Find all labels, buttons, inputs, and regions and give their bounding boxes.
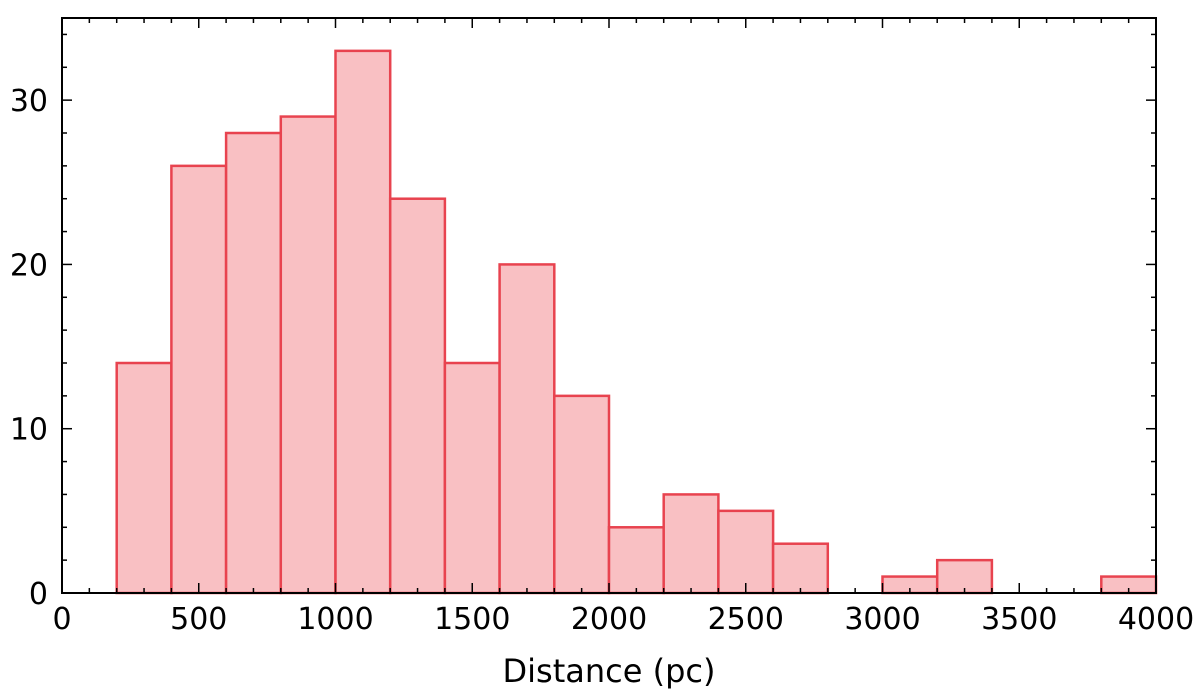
axis-tick-labels: 0 500 1000 1500 2000 2500 3000 3500 4000 0 10 20 30 <box>10 84 1194 637</box>
y-tick-label: 0 <box>29 577 48 612</box>
histogram-bar-3 <box>279 115 337 595</box>
histogram-bar-9 <box>607 526 665 595</box>
y-tick-label: 20 <box>10 248 48 283</box>
x-tick-label: 0 <box>52 602 71 637</box>
x-tick-label: 1000 <box>297 602 373 637</box>
histogram-bar-8 <box>553 394 611 595</box>
histogram-bar-7 <box>498 263 556 595</box>
x-tick-label: 3000 <box>844 602 920 637</box>
x-tick-label: 1500 <box>434 602 510 637</box>
histogram-bar-2 <box>224 131 283 595</box>
histogram-bar-0 <box>115 361 173 595</box>
y-tick-label: 10 <box>10 413 48 448</box>
x-tick-label: 4000 <box>1118 602 1194 637</box>
x-tick-label: 2500 <box>708 602 784 637</box>
histogram-bar-6 <box>443 361 501 595</box>
plot-frame <box>61 17 1157 594</box>
y-tick-label: 30 <box>10 84 48 119</box>
histogram-bar-12 <box>771 542 830 595</box>
x-tick-label: 3500 <box>981 602 1057 637</box>
histogram-bar-1 <box>170 164 228 595</box>
histogram-bar-15 <box>935 558 994 595</box>
x-axis-label: Distance (pc) <box>503 652 716 690</box>
histogram-bar-4 <box>334 49 392 595</box>
x-tick-label: 2000 <box>571 602 647 637</box>
x-tick-label: 500 <box>170 602 227 637</box>
histogram-bar-5 <box>388 197 447 595</box>
histogram-bars <box>115 49 1158 595</box>
histogram-bar-11 <box>717 509 775 595</box>
histogram-bar-10 <box>662 493 720 595</box>
